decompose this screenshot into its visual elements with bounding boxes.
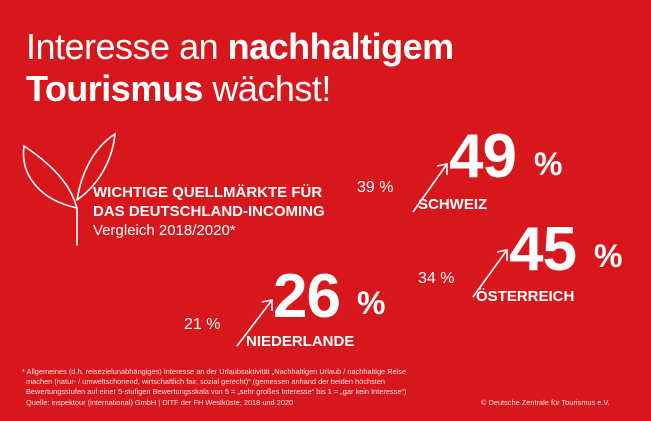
value-2018: 39 % <box>357 179 394 196</box>
arrow-up-right-icon <box>236 299 273 347</box>
headline-emphasis: Tourismus <box>26 68 203 109</box>
value-2018: 34 % <box>418 270 455 287</box>
headline-text: Interesse an <box>26 26 228 67</box>
footnote-line: Bewertungsstufen auf einer 5-stufigen Be… <box>26 387 407 397</box>
value-2020: 26 <box>273 262 341 331</box>
headline-text: wächst! <box>202 68 331 109</box>
value-2020: 49 <box>449 122 517 191</box>
country-label: NIEDERLANDE <box>246 333 355 350</box>
subtitle-line: WICHTIGE QUELLMÄRKTE FÜR <box>93 184 323 201</box>
footnote-line: * Allgemeines (d.h. reisezielunabhängige… <box>22 367 407 376</box>
arrow-up-right-icon <box>472 249 508 298</box>
footnote-line: machen (natur- / umweltschonend, wirtsch… <box>26 377 386 387</box>
arrow-up-right-icon <box>412 163 448 213</box>
headline-emphasis: nachhaltigem <box>227 26 455 67</box>
percent-sign: % <box>534 146 563 182</box>
plant-sprout-icon <box>22 132 116 246</box>
headline-line-1: Interesse an nachhaltigem <box>26 26 454 68</box>
copyright: © Deutsche Zentrale für Tourismus e.V. <box>481 398 610 407</box>
country-label: ÖSTERREICH <box>476 288 575 305</box>
headline-line-2: Tourismus wächst! <box>26 68 331 110</box>
percent-sign: % <box>357 285 386 321</box>
footnote-source: Quelle: inspektour (international) GmbH … <box>26 397 294 407</box>
subtitle: WICHTIGE QUELLMÄRKTE FÜR DAS DEUTSCHLAND… <box>93 183 325 240</box>
value-2018: 21 % <box>184 316 221 333</box>
subtitle-line: DAS DEUTSCHLAND-INCOMING <box>93 203 325 220</box>
value-2020: 45 <box>509 215 577 284</box>
percent-sign: % <box>594 238 623 274</box>
country-label: SCHWEIZ <box>418 196 488 213</box>
subtitle-comparison: Vergleich 2018/2020* <box>93 222 236 239</box>
footnote: * Allgemeines (d.h. reisezielunabhängige… <box>22 367 406 408</box>
